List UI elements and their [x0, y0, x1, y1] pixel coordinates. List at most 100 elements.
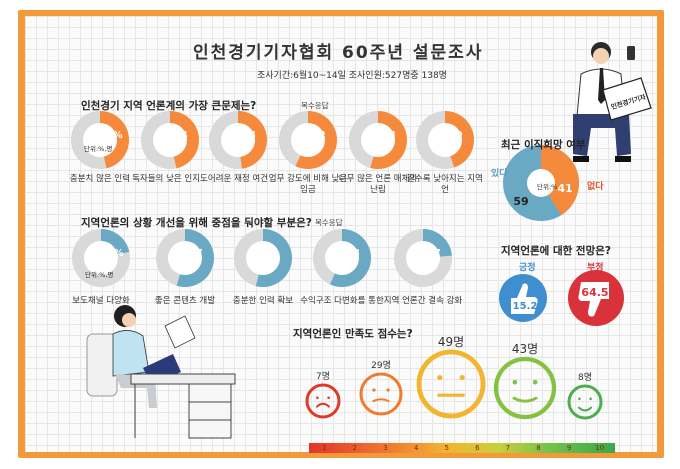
scale-tick-2: 2 — [352, 444, 358, 452]
face-3-eye-right — [532, 379, 538, 385]
q2-value-label-3: 56.8 — [336, 248, 360, 259]
q1-value-label-3: 57.2 — [302, 130, 325, 141]
face-2-count: 49명 — [438, 335, 464, 349]
man-pants — [573, 114, 631, 156]
face-1-mouth — [372, 398, 390, 402]
face-3-icon — [493, 356, 557, 420]
q2-value-label-0: 21.6% — [91, 248, 124, 259]
face-3-mouth — [512, 396, 538, 403]
face-0-eye-right — [327, 396, 330, 400]
face-0-icon — [305, 383, 341, 419]
q2-category-label-0: 보도채널 다양화 — [72, 296, 130, 306]
face-3-count: 43명 — [512, 342, 538, 356]
satisfaction-scale-bar: 1 2 3 4 5 6 7 8 9 10 — [309, 443, 615, 453]
q1-donut-2-hole — [221, 123, 255, 157]
face-1-count: 29명 — [371, 360, 391, 371]
q2-value-label-4: 23.7 — [417, 248, 440, 259]
q2-donut-0-hole — [84, 241, 118, 275]
q2-title: 지역언론의 상황 개선을 위해 중점을 둬야할 부분은? — [81, 217, 312, 229]
q3-unit: 단위:% — [537, 183, 558, 191]
q2-count-label-4: 33 — [424, 260, 434, 269]
face-2-icon — [416, 349, 486, 419]
q2-value-label-2: 54 — [262, 248, 276, 259]
q1-value-label-2: 47.8 — [232, 130, 256, 141]
face-0-eye-left — [316, 396, 319, 400]
scale-tick-6: 6 — [475, 444, 480, 452]
q1-category-label-1: 독자들의 낮은 인지도 — [132, 174, 208, 184]
scale-tick-9: 9 — [566, 444, 572, 452]
face-4-icon — [567, 384, 603, 420]
q1-category-label-3: 업무 강도에 비해 낮은 임금 — [268, 174, 348, 195]
q2-count-label-0: 30명 — [99, 259, 115, 269]
q3-value-yes: 59 — [513, 195, 528, 208]
q3-hole — [527, 169, 555, 197]
man-laptop — [602, 77, 652, 121]
man-phone — [627, 46, 635, 60]
man-shoe-right — [615, 156, 631, 162]
q1-donut-1-hole — [153, 123, 187, 157]
q3-value-no: 41 — [557, 182, 572, 195]
q1-category-label-4: 너무 많은 언론 매체의 난립 — [338, 174, 418, 195]
face-4-eye-right — [589, 397, 592, 401]
q1-count-label-2: 66 — [239, 142, 249, 151]
q2-donut-1-hole — [168, 241, 202, 275]
q1-count-label-0: 64명 — [98, 141, 114, 151]
q2-note: 복수응답 — [315, 218, 343, 227]
woman-paper — [164, 315, 196, 349]
q2-donut-2-hole — [246, 241, 280, 275]
q3-yes-label: 있다 — [491, 169, 508, 179]
q2-unit: 단위:%,명 — [85, 271, 114, 279]
desk-top — [130, 373, 236, 385]
survey-subtitle: 조사기간:6월10~14일 조사인원:527명중 138명 — [257, 71, 447, 81]
face-1-icon — [359, 372, 403, 416]
q1-value-label-1: 46.4 — [164, 130, 188, 141]
q1-value-label-4: 54.3 — [372, 130, 395, 141]
q2-category-label-1: 좋은 콘텐츠 개발 — [154, 296, 216, 306]
face-2-eye-right — [459, 375, 465, 381]
q2-donut-3-hole — [325, 241, 359, 275]
q1-count-label-4: 75 — [379, 142, 389, 151]
q1-unit: 단위:%,명 — [84, 145, 113, 153]
q4-positive-value: 15.2 — [513, 301, 538, 312]
scale-tick-4: 4 — [413, 444, 419, 452]
q3-no-label: 없다 — [587, 182, 604, 192]
scale-tick-5: 5 — [444, 444, 449, 452]
woman-at-desk-illustration — [86, 305, 236, 439]
man-face — [593, 48, 609, 64]
face-4-eye-left — [578, 397, 581, 401]
q1-category-label-0: 충분치 않은 인력 — [69, 174, 131, 184]
q2-count-label-2: 75 — [264, 260, 274, 269]
q2-category-label-2: 충분한 인력 확보 — [232, 296, 294, 306]
q4-positive-label: 긍정 — [519, 263, 536, 273]
face-4-mouth — [577, 406, 593, 412]
q2-count-label-1: 76 — [186, 260, 196, 269]
face-3-eye-left — [512, 379, 518, 385]
scale-tick-8: 8 — [536, 444, 541, 452]
q2-donut-4-hole — [406, 241, 440, 275]
infographic-frame: 인천경기기자협회 60주년 설문조사 조사기간:6월10~14일 조사인원:52… — [18, 10, 664, 458]
q1-count-label-5: 62 — [446, 142, 456, 151]
desk-drawers — [188, 383, 232, 439]
q1-title: 인천경기 지역 언론계의 가장 큰문제는? — [81, 100, 257, 112]
man-with-laptop-illustration: 인천경기기자 — [573, 42, 652, 162]
man-shoe-left — [573, 156, 589, 162]
scale-tick-3: 3 — [383, 444, 388, 452]
q2-count-label-3: 79 — [343, 260, 353, 269]
q1-donut-chart: 46.4%64명46.46447.86657.27954.37544.96221… — [71, 42, 652, 439]
q1-donut-4-hole — [361, 123, 395, 157]
q2-category-label-4: 지역 언론간 결속 강화 — [383, 296, 463, 306]
q3-title: 최근 이직희망 여부 — [501, 139, 586, 151]
q1-category-label-5: 갈수록 낮아지는 지역 언 — [407, 174, 483, 195]
face-0-mouth — [315, 402, 331, 408]
q1-count-label-3: 79 — [309, 142, 319, 151]
office-chair — [86, 333, 118, 397]
scale-tick-10: 10 — [595, 444, 605, 452]
face-2-eye-left — [437, 375, 443, 381]
face-1-eye-left — [372, 388, 376, 392]
page-title: 인천경기기자협회 60주년 설문조사 — [193, 43, 484, 63]
scale-tick-7: 7 — [505, 444, 511, 452]
q4-title: 지역언론에 대한 전망은? — [501, 245, 612, 257]
man-tie — [598, 68, 605, 104]
thumbs-up-icon — [511, 283, 538, 314]
q1-count-label-1: 64 — [171, 142, 181, 151]
